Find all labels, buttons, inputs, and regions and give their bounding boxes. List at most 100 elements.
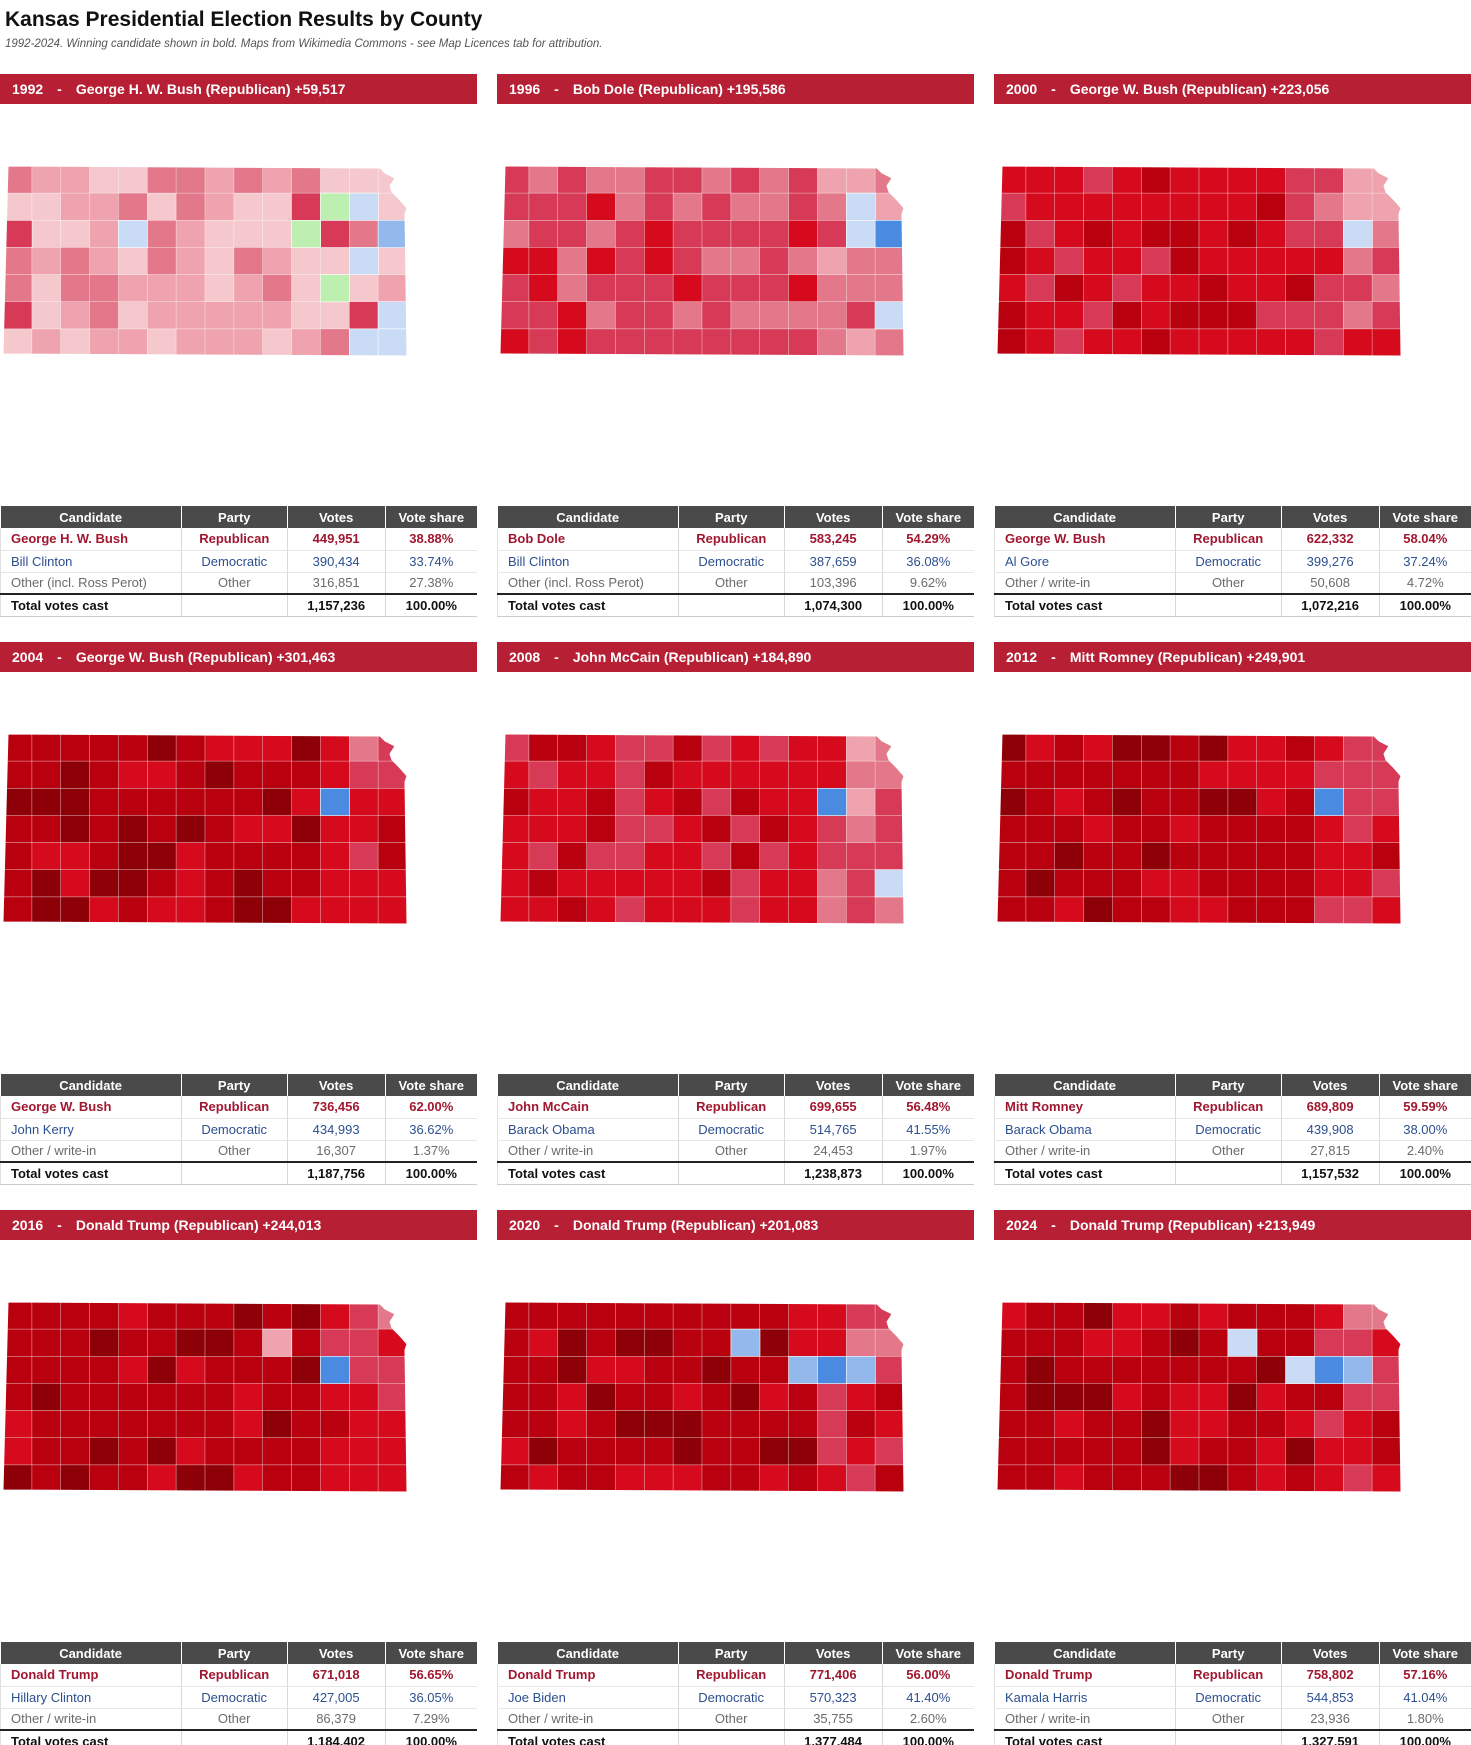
- county-cell: [175, 1328, 206, 1357]
- county-cell: [1141, 788, 1171, 816]
- header-party: Party: [181, 1074, 288, 1096]
- county-cell: [233, 1328, 264, 1357]
- county-cell: [997, 301, 1027, 330]
- county-cell: [60, 1356, 91, 1384]
- county-cell: [233, 166, 264, 194]
- county-cell: [320, 247, 350, 276]
- county-cell: [759, 192, 790, 221]
- table-header-row: Candidate Party Votes Vote share: [497, 506, 974, 528]
- county-cell: [291, 1464, 322, 1492]
- county-cell: [730, 192, 761, 221]
- county-cell: [874, 328, 904, 356]
- county-cell: [701, 734, 732, 762]
- county-cell: [89, 166, 119, 194]
- county-cell: [233, 1410, 264, 1439]
- county-cell: [89, 788, 119, 816]
- county-cell: [817, 274, 847, 303]
- county-cell: [262, 247, 293, 276]
- county-cell: [1054, 1302, 1085, 1330]
- county-cell: [1141, 1356, 1171, 1384]
- county-cell: [997, 1464, 1027, 1492]
- county-cell: [1227, 1356, 1258, 1384]
- header-votes: Votes: [287, 506, 386, 528]
- county-cell: [204, 815, 235, 844]
- county-cell: [586, 274, 616, 303]
- kansas-map-svg: [996, 1301, 1402, 1493]
- county-cell: [233, 896, 264, 924]
- county-cell: [1083, 166, 1113, 194]
- county-cell: [348, 1302, 379, 1330]
- county-cell: [147, 1410, 177, 1439]
- county-cell: [1371, 1328, 1401, 1357]
- county-cell: [262, 1437, 293, 1466]
- candidate-name: Bob Dole: [497, 528, 679, 551]
- county-cell: [644, 869, 674, 898]
- results-table: Candidate Party Votes Vote share George …: [994, 506, 1471, 617]
- county-cell: [1112, 760, 1142, 789]
- county-cell: [175, 1464, 206, 1492]
- county-cell: [644, 1302, 674, 1330]
- county-cell: [89, 1356, 119, 1384]
- county-cell: [1141, 760, 1171, 789]
- county-cell: [615, 274, 645, 303]
- county-cell: [672, 1410, 703, 1439]
- county-cell: [262, 788, 293, 816]
- county-cell: [377, 1356, 407, 1384]
- county-cell: [175, 1383, 206, 1412]
- county-cell: [118, 301, 148, 330]
- county-cell: [175, 869, 206, 898]
- county-cell: [586, 1464, 616, 1492]
- candidate-share: 62.00%: [385, 1096, 477, 1119]
- county-cell: [730, 301, 761, 330]
- county-cell: [586, 1437, 616, 1466]
- county-cell: [175, 166, 206, 194]
- candidate-party: Other: [181, 572, 288, 595]
- kansas-map-svg: [996, 733, 1402, 925]
- county-cell: [320, 1410, 350, 1439]
- row-other: Other (incl. Ross Perot) Other 103,396 9…: [497, 572, 974, 595]
- county-cell: [291, 1437, 322, 1466]
- county-cell: [204, 842, 235, 871]
- candidate-votes: 439,908: [1281, 1118, 1380, 1141]
- election-panel-2024: 2024- Donald Trump (Republican) +213,949 …: [994, 1210, 1471, 1745]
- county-cell: [204, 166, 235, 194]
- county-cell: [1285, 301, 1316, 330]
- county-cell: [31, 301, 62, 330]
- county-cell: [31, 220, 62, 248]
- county-cell: [1198, 328, 1229, 356]
- county-cell: [788, 1383, 819, 1412]
- candidate-share: 1.80%: [1379, 1708, 1471, 1731]
- county-cell: [175, 328, 206, 356]
- county-cell: [1227, 166, 1258, 194]
- county-cell: [1342, 1410, 1373, 1439]
- candidate-votes: 50,608: [1281, 572, 1380, 595]
- county-cell: [31, 1464, 62, 1492]
- county-cell: [60, 1302, 91, 1330]
- county-cell: [1054, 247, 1085, 276]
- county-cell: [817, 842, 847, 871]
- county-cell: [1112, 1302, 1142, 1330]
- county-cell: [1025, 1383, 1056, 1412]
- county-cell: [528, 896, 559, 924]
- table-header-row: Candidate Party Votes Vote share: [994, 506, 1471, 528]
- county-cell: [730, 166, 761, 194]
- county-cell: [615, 734, 645, 762]
- county-cell: [701, 788, 732, 816]
- panel-year: 2024: [1006, 1217, 1038, 1233]
- county-cell: [3, 896, 33, 924]
- county-cell: [320, 328, 350, 356]
- county-cell: [204, 869, 235, 898]
- county-cell: [1256, 734, 1287, 762]
- county-cell: [817, 896, 847, 924]
- county-cell: [60, 1328, 91, 1357]
- county-cell: [1371, 896, 1401, 924]
- county-cell: [788, 842, 819, 871]
- county-cell: [1342, 166, 1373, 194]
- candidate-share: 7.29%: [385, 1708, 477, 1731]
- county-cell: [672, 1437, 703, 1466]
- county-cell: [759, 328, 790, 356]
- county-cell: [586, 1328, 616, 1357]
- county-cell: [701, 896, 732, 924]
- candidate-party: Democratic: [181, 1118, 288, 1141]
- county-cell: [147, 1356, 177, 1384]
